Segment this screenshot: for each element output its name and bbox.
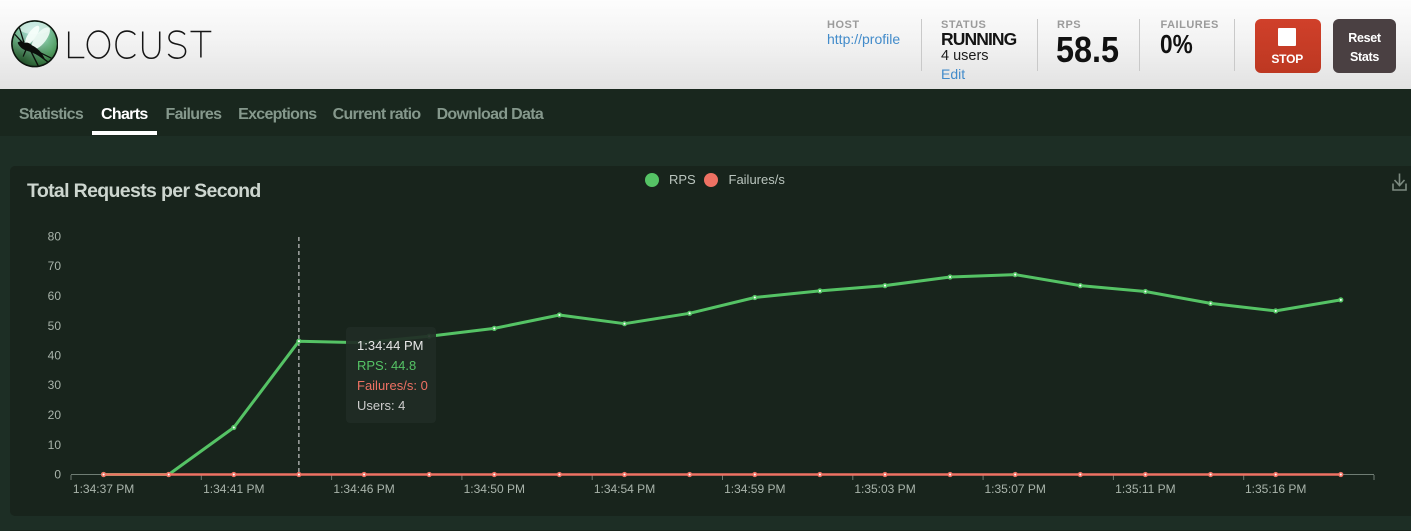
svg-text:1:35:11 PM: 1:35:11 PM [1115,482,1175,496]
svg-text:10: 10 [48,438,62,452]
svg-text:1:35:16 PM: 1:35:16 PM [1245,482,1306,496]
svg-text:60: 60 [48,289,62,303]
svg-text:80: 80 [48,230,62,244]
svg-text:30: 30 [48,378,62,392]
svg-text:1:34:37 PM: 1:34:37 PM [73,482,134,496]
svg-text:1:34:50 PM: 1:34:50 PM [464,482,525,496]
svg-text:70: 70 [48,259,62,273]
svg-text:20: 20 [48,408,62,422]
svg-text:1:34:46 PM: 1:34:46 PM [333,482,394,496]
svg-text:1:34:41 PM: 1:34:41 PM [203,482,264,496]
svg-text:1:34:54 PM: 1:34:54 PM [594,482,655,496]
svg-text:1:35:07 PM: 1:35:07 PM [985,482,1046,496]
svg-text:1:35:03 PM: 1:35:03 PM [854,482,915,496]
svg-text:1:34:59 PM: 1:34:59 PM [724,482,785,496]
svg-text:0: 0 [54,468,61,482]
svg-text:50: 50 [48,319,62,333]
svg-text:40: 40 [48,349,62,363]
